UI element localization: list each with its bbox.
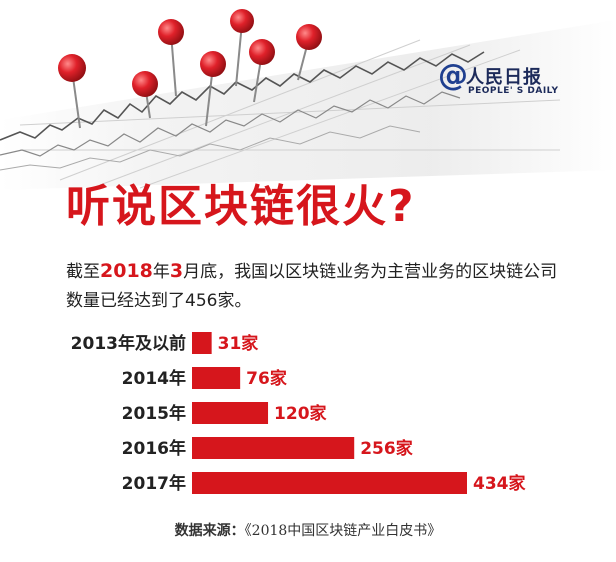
bar	[192, 332, 212, 354]
bar	[192, 402, 269, 424]
data-source: 数据来源：《2018中国区块链产业白皮书》	[0, 520, 616, 540]
value-label: 120家	[274, 403, 327, 424]
brand-logo: @ 人民日报 PEOPLE' S DAILY	[438, 58, 598, 100]
hero-image	[0, 0, 616, 190]
category-label: 2017年	[122, 473, 186, 494]
category-label: 2014年	[122, 368, 186, 389]
bar	[192, 367, 241, 389]
map-pins	[58, 9, 322, 97]
category-label: 2015年	[122, 403, 186, 424]
intro-text-part: 月底，我国以区块链业务为主营业务的区块链公司数量已经达到了456家。	[66, 262, 558, 311]
category-label: 2016年	[122, 438, 186, 459]
intro-text-part: 截至	[66, 262, 100, 282]
category-label: 2013年及以前	[71, 333, 186, 354]
highlight-year: 2018	[100, 260, 153, 282]
bar	[192, 472, 467, 494]
logo-at-symbol: @	[438, 58, 468, 93]
highlight-month: 3	[169, 260, 184, 282]
logo-name-english: PEOPLE' S DAILY	[468, 86, 559, 96]
value-label: 434家	[473, 473, 526, 494]
value-label: 76家	[246, 368, 287, 389]
value-label: 31家	[218, 333, 259, 354]
bar-chart: 2013年及以前 31家 2014年 76家 2015年 120家 2016年 256家 201…	[71, 332, 526, 494]
value-label: 256家	[360, 438, 413, 459]
intro-text: 截至2018年3月底，我国以区块链业务为主营业务的区块链公司数量已经达到了456…	[66, 257, 566, 316]
page-title: 听说区块链很火?	[66, 181, 416, 232]
source-title: 《2018中国区块链产业白皮书》	[244, 523, 442, 539]
logo-name: 人民日报	[466, 67, 542, 88]
source-label: 数据来源：	[174, 523, 245, 539]
bar	[192, 437, 355, 459]
intro-text-part: 年	[152, 262, 170, 282]
